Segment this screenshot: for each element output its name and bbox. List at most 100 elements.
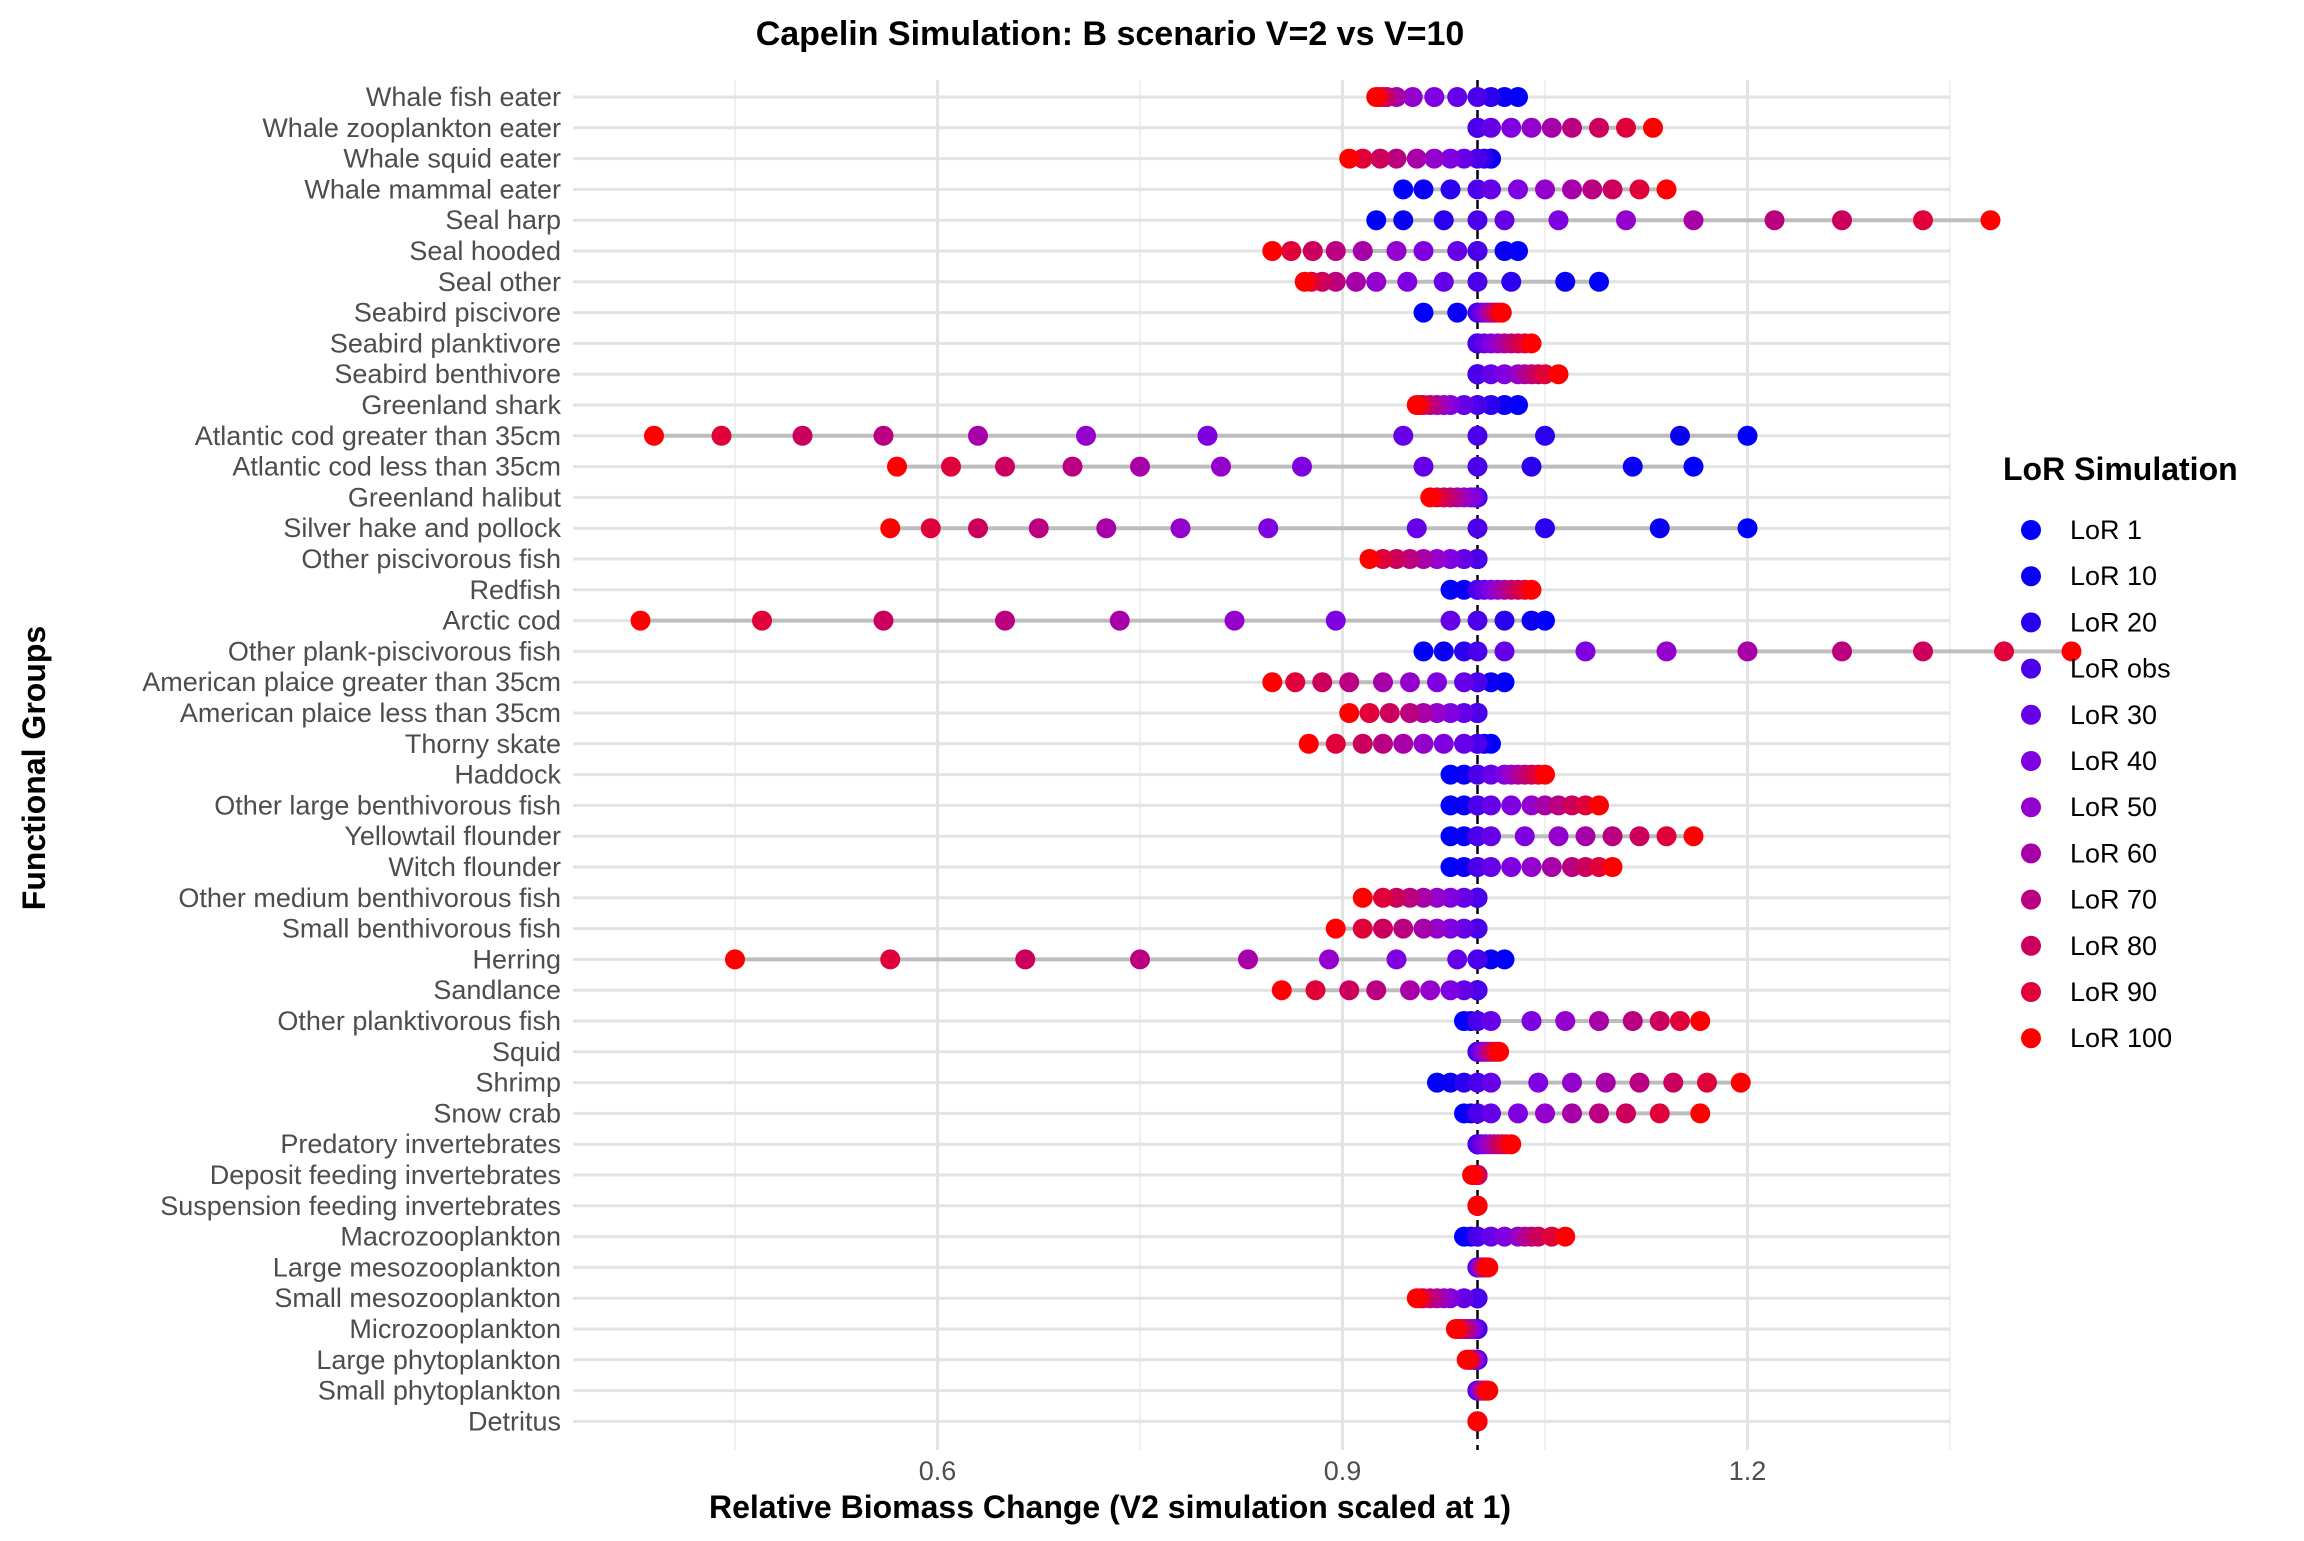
legend-key	[2021, 751, 2041, 771]
data-point	[1373, 887, 1393, 908]
data-point	[1562, 1072, 1582, 1093]
data-point	[1366, 980, 1387, 1001]
x-axis-label: Relative Biomass Change (V2 simulation s…	[709, 1489, 1511, 1525]
data-point	[1683, 826, 1704, 847]
y-tick-label: Seal harp	[445, 205, 561, 235]
data-point	[1413, 918, 1434, 939]
data-point	[1393, 918, 1414, 939]
data-point	[1521, 1011, 1542, 1031]
data-point	[1548, 826, 1569, 847]
data-point	[1629, 179, 1650, 200]
data-point	[1521, 456, 1542, 477]
data-point	[1076, 425, 1096, 446]
legend-key	[2021, 520, 2041, 540]
y-tick-label: Other piscivorous fish	[301, 544, 561, 574]
x-tick-label: 1.2	[1729, 1456, 1767, 1486]
y-tick-label: Large mesozooplankton	[273, 1252, 561, 1282]
y-tick-label: Atlantic cod greater than 35cm	[195, 421, 561, 451]
data-point	[1413, 302, 1434, 323]
data-point	[1555, 1011, 1576, 1031]
data-point	[1339, 672, 1360, 693]
data-point	[1352, 918, 1373, 939]
x-tick-label: 0.9	[1324, 1456, 1362, 1486]
data-point	[1302, 241, 1323, 261]
data-point	[1393, 733, 1414, 754]
y-tick-label: Large phytoplankton	[316, 1345, 561, 1375]
data-point	[1406, 518, 1427, 539]
data-point	[1481, 826, 1501, 847]
data-point	[1494, 241, 1515, 261]
data-point	[1339, 148, 1360, 169]
y-tick-label: Other medium benthivorous fish	[178, 883, 561, 913]
data-point	[1447, 302, 1468, 323]
x-tick-label: 0.6	[919, 1456, 957, 1486]
data-point	[1406, 1288, 1427, 1309]
data-point	[1521, 333, 1542, 354]
data-point	[1730, 1072, 1751, 1093]
data-point	[1373, 672, 1393, 693]
data-point	[1656, 641, 1677, 662]
data-point	[1433, 271, 1454, 292]
data-point	[1764, 210, 1785, 231]
data-point	[1096, 518, 1117, 539]
y-tick-label: Whale fish eater	[366, 82, 561, 112]
data-point	[873, 425, 894, 446]
legend-label: LoR 1	[2070, 515, 2142, 545]
data-point	[1575, 826, 1596, 847]
data-point	[1528, 1072, 1549, 1093]
data-point	[1737, 518, 1758, 539]
data-point	[1413, 456, 1434, 477]
data-point	[725, 949, 745, 970]
data-point	[1683, 210, 1704, 231]
data-point	[1447, 241, 1468, 261]
legend-key	[2021, 658, 2041, 679]
data-point	[1325, 241, 1346, 261]
data-point	[752, 610, 772, 631]
data-points	[630, 87, 2082, 1432]
data-point	[1616, 210, 1636, 231]
data-point	[711, 425, 732, 446]
data-point	[1440, 179, 1461, 200]
legend-label: LoR 30	[2070, 700, 2157, 730]
y-tick-label: American plaice less than 35cm	[180, 698, 561, 728]
data-point	[1602, 179, 1623, 200]
y-tick-label: Whale mammal eater	[304, 174, 561, 204]
data-point	[1555, 1226, 1576, 1247]
y-tick-label: Other planktivorous fish	[277, 1006, 561, 1036]
data-point	[1305, 980, 1326, 1001]
data-point	[1467, 1195, 1488, 1216]
legend-label: LoR 70	[2070, 885, 2157, 915]
data-point	[1325, 918, 1346, 939]
legend-key	[2021, 935, 2041, 956]
legend-key	[2021, 612, 2041, 633]
data-point	[1494, 210, 1515, 231]
y-tick-label: Deposit feeding invertebrates	[210, 1160, 561, 1190]
data-point	[1737, 641, 1758, 662]
data-point	[1656, 179, 1677, 200]
data-point	[1386, 241, 1407, 261]
y-tick-label: Macrozooplankton	[340, 1222, 561, 1252]
data-point	[1397, 271, 1418, 292]
x-tick-labels: 0.6 0.9 1.2	[919, 1456, 1767, 1486]
data-point	[1406, 395, 1427, 415]
data-point	[1521, 857, 1542, 877]
legend-key	[2021, 797, 2041, 818]
data-point	[1433, 210, 1454, 231]
data-point	[1400, 672, 1420, 693]
data-point	[941, 456, 961, 477]
data-point	[1643, 117, 1663, 138]
data-point	[1424, 87, 1445, 107]
data-point	[1562, 1103, 1582, 1124]
data-point	[1697, 1072, 1717, 1093]
data-point	[1346, 271, 1366, 292]
data-point	[1622, 456, 1643, 477]
data-point	[1406, 148, 1427, 169]
legend-label: LoR 80	[2070, 931, 2157, 961]
chart-title: Capelin Simulation: B scenario V=2 vs V=…	[756, 15, 1465, 53]
data-point	[968, 425, 988, 446]
data-point	[1535, 764, 1555, 785]
y-tick-label: Whale squid eater	[343, 144, 561, 174]
data-point	[1433, 733, 1454, 754]
data-point	[1467, 271, 1488, 292]
